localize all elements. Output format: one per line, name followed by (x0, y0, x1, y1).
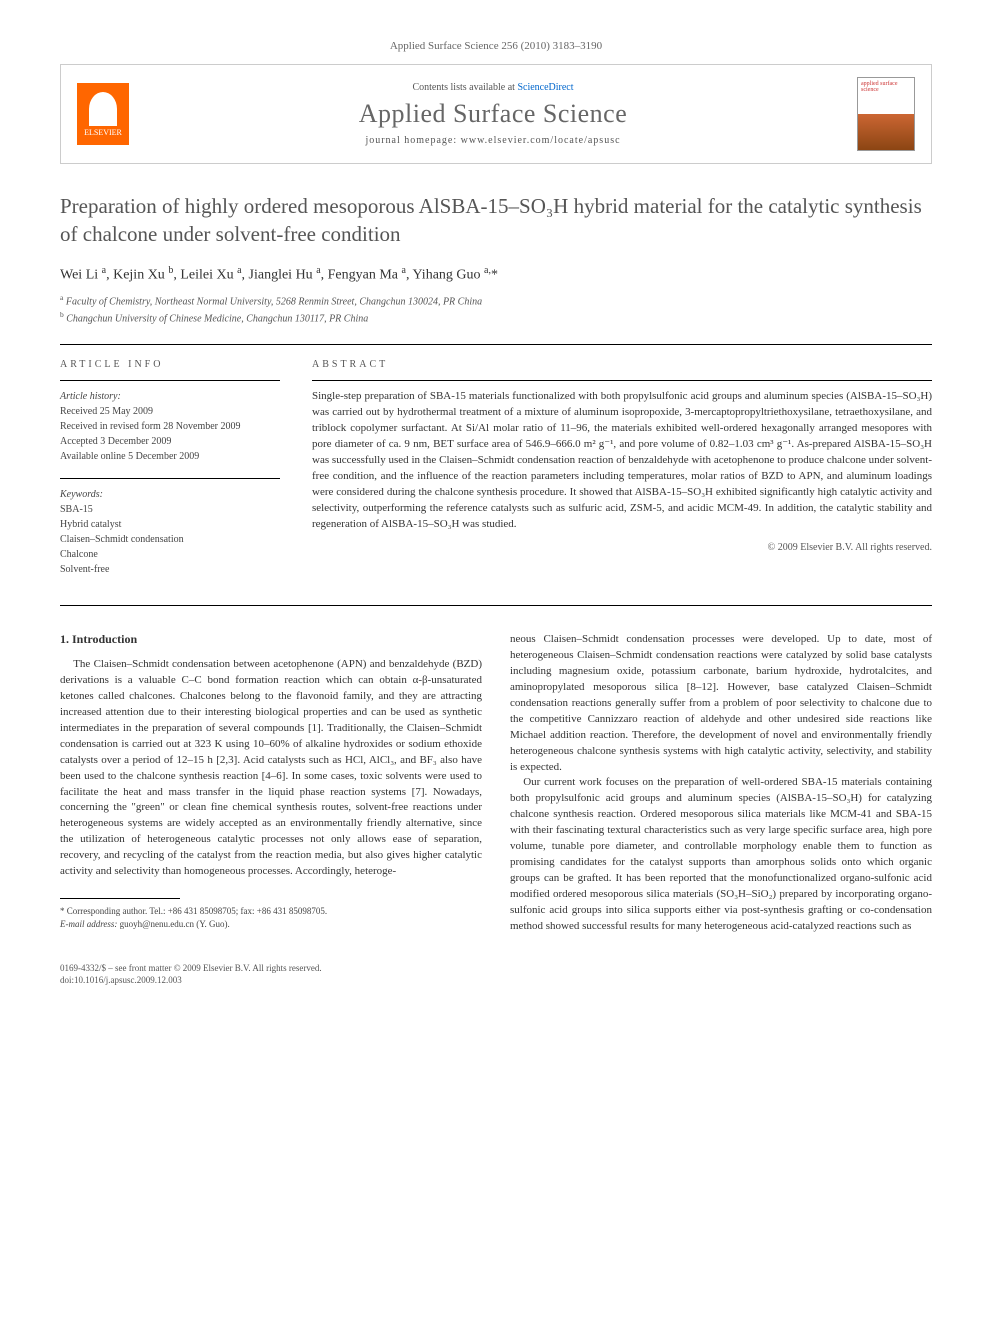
affiliation-line: a Faculty of Chemistry, Northeast Normal… (60, 293, 932, 309)
keyword-line: Claisen–Schmidt condensation (60, 532, 280, 547)
cover-label: applied surface science (861, 81, 897, 93)
journal-cover-thumbnail: applied surface science (857, 77, 915, 151)
header-center: Contents lists available at ScienceDirec… (145, 82, 841, 146)
intro-para-3: Our current work focuses on the preparat… (510, 775, 932, 934)
keywords-block: Keywords: SBA-15Hybrid catalystClaisen–S… (60, 487, 280, 577)
intro-text-left: The Claisen–Schmidt condensation between… (60, 657, 482, 880)
footer-issn: 0169-4332/$ – see front matter © 2009 El… (60, 963, 932, 973)
separator-top (60, 344, 932, 345)
journal-reference: Applied Surface Science 256 (2010) 3183–… (60, 40, 932, 52)
footnote-separator (60, 898, 180, 899)
article-title: Preparation of highly ordered mesoporous… (60, 192, 932, 249)
author-list: Wei Li a, Kejin Xu b, Leilei Xu a, Jiang… (60, 265, 932, 284)
publisher-name: ELSEVIER (84, 128, 122, 137)
contents-available-line: Contents lists available at ScienceDirec… (145, 82, 841, 93)
abstract-text: Single-step preparation of SBA-15 materi… (312, 389, 932, 532)
info-rule-2 (60, 478, 280, 479)
affiliation-line: b Changchun University of Chinese Medici… (60, 310, 932, 326)
keywords-label: Keywords: (60, 487, 280, 502)
abstract-heading: ABSTRACT (312, 359, 932, 370)
affiliations: a Faculty of Chemistry, Northeast Normal… (60, 293, 932, 326)
history-line: Available online 5 December 2009 (60, 449, 280, 464)
homepage-line: journal homepage: www.elsevier.com/locat… (145, 135, 841, 146)
email-label: E-mail address: (60, 919, 120, 929)
abstract-rule (312, 380, 932, 381)
history-line: Received 25 May 2009 (60, 404, 280, 419)
keyword-line: SBA-15 (60, 502, 280, 517)
homepage-prefix: journal homepage: (365, 135, 460, 146)
abstract-column: ABSTRACT Single-step preparation of SBA-… (312, 359, 932, 591)
section-1-heading: 1. Introduction (60, 632, 482, 647)
contents-prefix: Contents lists available at (412, 82, 517, 93)
journal-header-box: ELSEVIER Contents lists available at Sci… (60, 64, 932, 164)
elsevier-logo: ELSEVIER (77, 83, 129, 145)
abstract-copyright: © 2009 Elsevier B.V. All rights reserved… (312, 542, 932, 553)
intro-para-1: The Claisen–Schmidt condensation between… (60, 657, 482, 880)
history-line: Accepted 3 December 2009 (60, 434, 280, 449)
footer-doi: doi:10.1016/j.apsusc.2009.12.003 (60, 975, 932, 985)
intro-para-2: neous Claisen–Schmidt condensation proce… (510, 632, 932, 775)
info-abstract-row: ARTICLE INFO Article history: Received 2… (60, 359, 932, 591)
keyword-line: Hybrid catalyst (60, 517, 280, 532)
article-info-column: ARTICLE INFO Article history: Received 2… (60, 359, 280, 591)
keyword-line: Solvent-free (60, 562, 280, 577)
corr-line-1: * Corresponding author. Tel.: +86 431 85… (60, 905, 482, 918)
article-info-heading: ARTICLE INFO (60, 359, 280, 370)
intro-text-right: neous Claisen–Schmidt condensation proce… (510, 632, 932, 935)
corresponding-author-footnote: * Corresponding author. Tel.: +86 431 85… (60, 905, 482, 930)
right-column: neous Claisen–Schmidt condensation proce… (510, 632, 932, 935)
elsevier-tree-icon (89, 92, 117, 126)
article-history-block: Article history: Received 25 May 2009Rec… (60, 389, 280, 464)
left-column: 1. Introduction The Claisen–Schmidt cond… (60, 632, 482, 935)
separator-bottom (60, 605, 932, 606)
corr-suffix: (Y. Guo). (194, 919, 230, 929)
history-line: Received in revised form 28 November 200… (60, 419, 280, 434)
corr-line-2: E-mail address: guoyh@nenu.edu.cn (Y. Gu… (60, 918, 482, 931)
sciencedirect-link[interactable]: ScienceDirect (517, 82, 573, 93)
history-label: Article history: (60, 389, 280, 404)
keyword-line: Chalcone (60, 547, 280, 562)
homepage-url: www.elsevier.com/locate/apsusc (461, 135, 621, 146)
body-two-column: 1. Introduction The Claisen–Schmidt cond… (60, 632, 932, 935)
corr-email: guoyh@nenu.edu.cn (120, 919, 194, 929)
info-rule-1 (60, 380, 280, 381)
journal-name: Applied Surface Science (145, 99, 841, 129)
